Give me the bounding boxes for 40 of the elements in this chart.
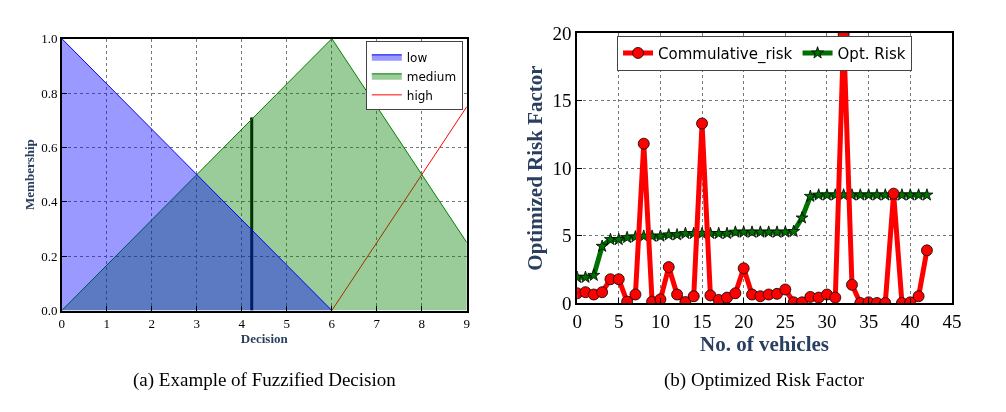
- y-axis-title: Membership: [21, 139, 37, 210]
- legend-label: high: [406, 88, 433, 103]
- y-tick-label: 10: [552, 157, 572, 179]
- y-tick-label: 5: [562, 225, 572, 247]
- y-tick-label: 20: [552, 22, 572, 44]
- y-tick-label: 1.0: [41, 31, 58, 47]
- legend-label: low: [406, 50, 428, 65]
- x-tick-label: 15: [692, 310, 712, 332]
- x-tick-label: 8: [418, 315, 426, 331]
- x-tick-label: 30: [817, 310, 837, 332]
- legend-label: medium: [406, 69, 457, 84]
- y-tick-label: 0: [562, 292, 572, 314]
- x-tick-label: 6: [328, 315, 336, 331]
- x-tick-label: 9: [463, 315, 471, 331]
- x-tick-label: 25: [775, 310, 795, 332]
- x-tick-label: 35: [859, 310, 879, 332]
- x-tick-label: 3: [193, 315, 201, 331]
- x-tick-label: 2: [148, 315, 156, 331]
- x-tick-label: 10: [650, 310, 670, 332]
- y-tick-label: 0.8: [41, 85, 58, 101]
- legend-label: Opt. Risk: [837, 44, 906, 63]
- x-tick-label: 5: [614, 310, 624, 332]
- text: (b) Optimized Risk Factor: [664, 369, 865, 391]
- x-tick-label: 4: [238, 315, 246, 331]
- x-tick-label: 1: [103, 315, 111, 331]
- legend-label: Commulative_risk: [658, 44, 793, 64]
- x-axis-title: Decision: [240, 330, 289, 346]
- y-tick-label: 0.4: [41, 194, 58, 210]
- x-tick-label: 5: [283, 315, 291, 331]
- y-tick-label: 0.2: [41, 248, 58, 264]
- x-tick-label: 20: [734, 310, 754, 332]
- y-tick-label: 15: [552, 90, 572, 112]
- y-axis-title: Optimized Risk Factor: [523, 65, 548, 271]
- x-tick-label: 45: [942, 310, 962, 332]
- x-tick-label: 40: [900, 310, 920, 332]
- y-tick-label: 0.0: [41, 303, 58, 319]
- x-axis-title: No. of vehicles: [700, 331, 829, 356]
- text: (a) Example of Fuzzified Decision: [133, 369, 397, 391]
- y-tick-label: 0.6: [41, 139, 58, 155]
- x-tick-label: 7: [373, 315, 381, 331]
